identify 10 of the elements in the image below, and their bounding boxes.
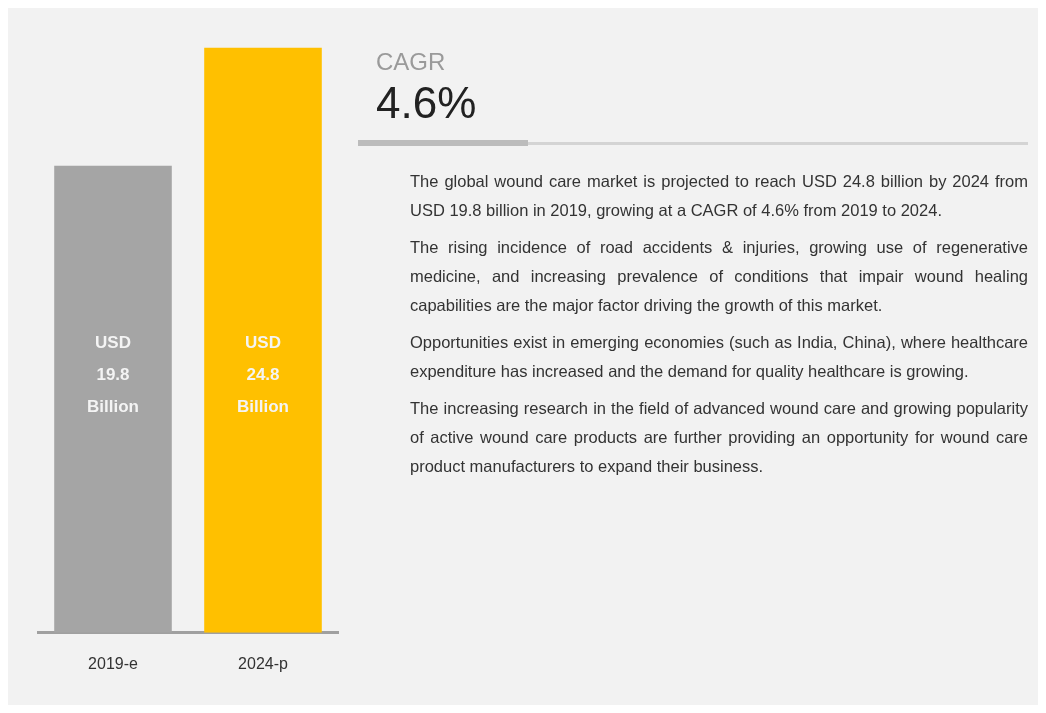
data-label: USD 19.8 Billion: [87, 332, 139, 416]
text: Opportunities exist in emerging economies (such as India, China), where healthcare expenditure has increased and the demand for quality healthcare is growing.: [409, 332, 1028, 382]
text: The global wound care market is projected to reach USD 24.8 billion by 2024 from USD 19.8 billion in 2019, growing at a CAGR of 4.6% from 2019 to 2024.: [409, 171, 1028, 221]
text: CAGR: [376, 48, 447, 76]
x-tick-label: 2024-p: [238, 654, 289, 672]
text: The rising incidence of road accidents & injuries, growing use of regenerative medicine, and increasing prevalence of conditions that impair wound healing capabilities are the major factor driving the growth of this market.: [409, 237, 1028, 316]
x-tick-label: 2019-e: [88, 654, 139, 672]
data-label: USD 24.8 Billion: [237, 332, 289, 416]
text: 4.6%: [376, 78, 478, 128]
text: The increasing research in the field of advanced wound care and growing popularity of active wound care products are further providing an opportunity for wound care product manufacturers to expand their business.: [409, 398, 1028, 477]
